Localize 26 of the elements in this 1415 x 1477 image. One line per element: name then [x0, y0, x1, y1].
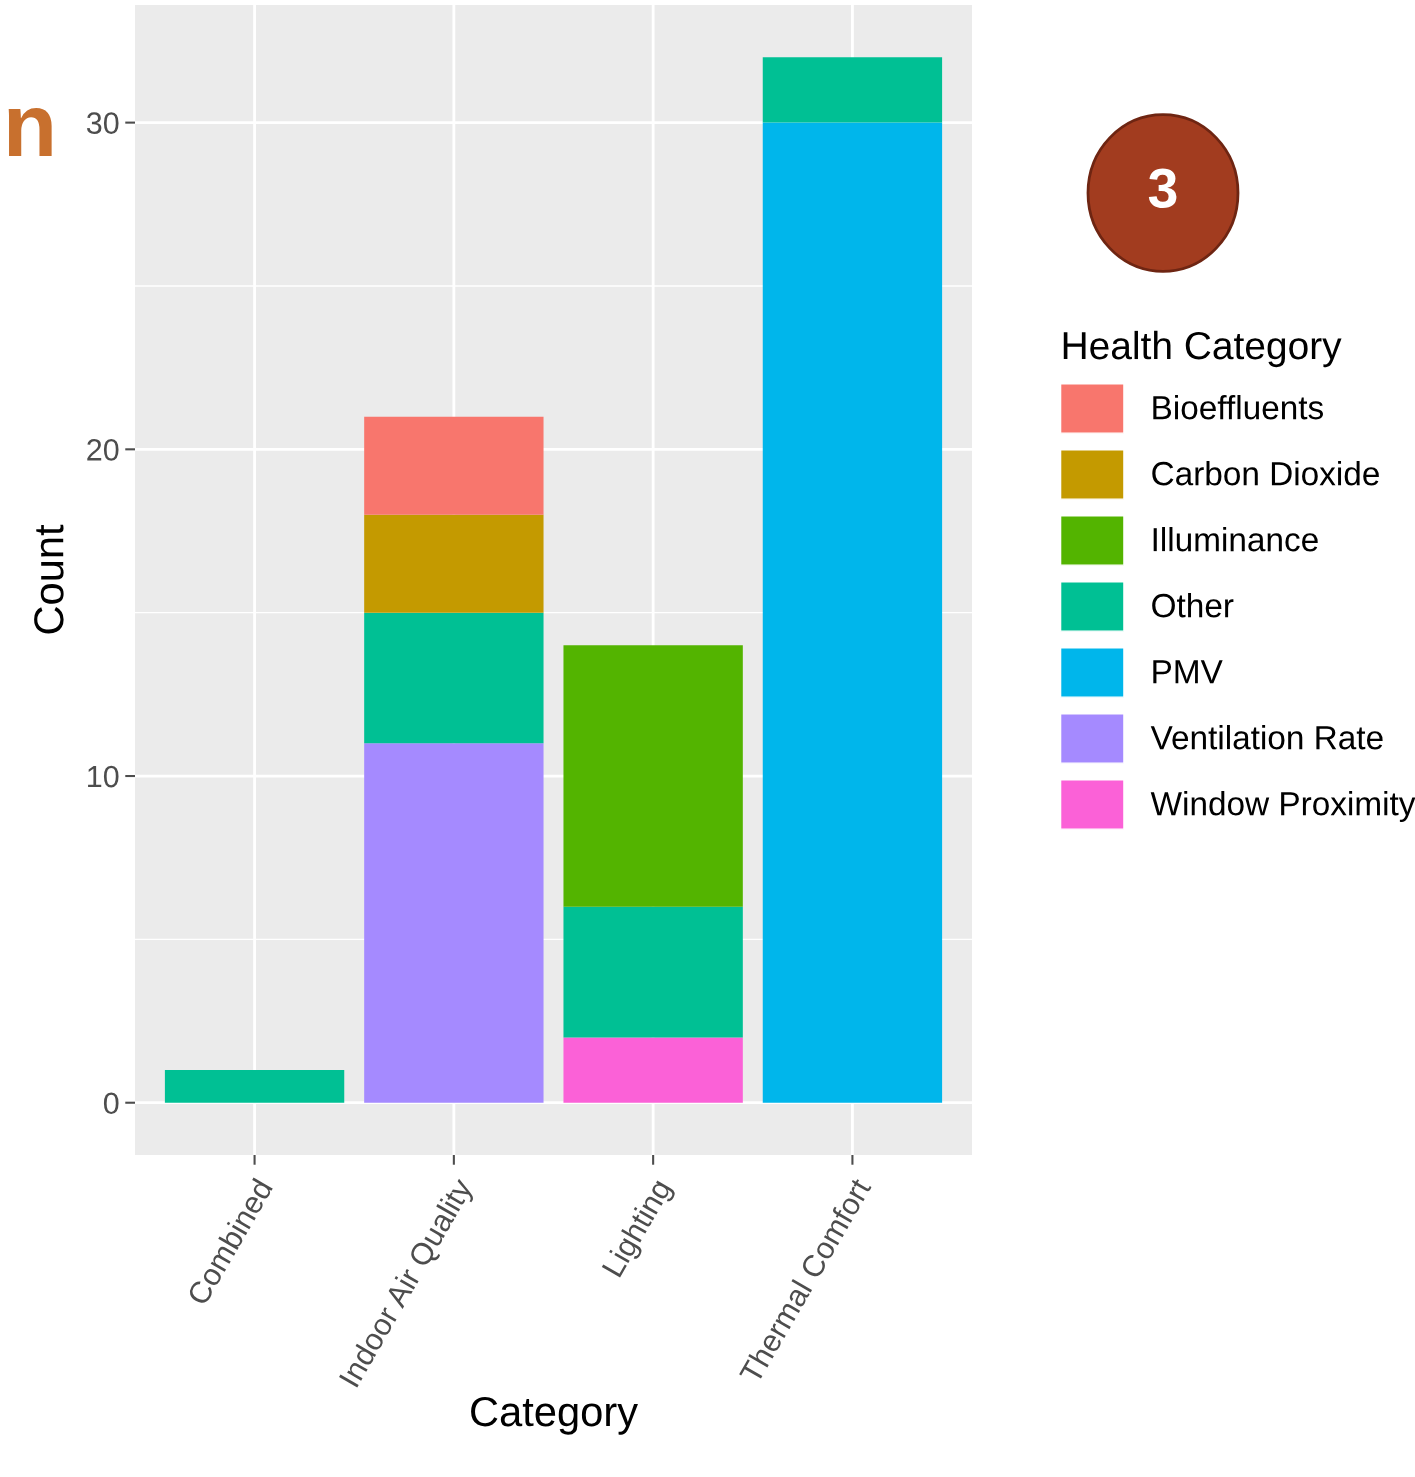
bar — [563, 906, 743, 1038]
bar — [364, 416, 544, 515]
bar — [164, 1070, 345, 1103]
bar — [762, 57, 943, 123]
y-tick-label: 30 — [86, 112, 119, 134]
legend-label: Carbon Dioxide — [1152, 460, 1379, 486]
legend-label: PMV — [1153, 660, 1223, 684]
x-axis-title: Category — [471, 1396, 638, 1435]
bar — [563, 1037, 743, 1103]
bar — [762, 122, 943, 1103]
y-tick-label: 20 — [87, 439, 119, 461]
bar — [364, 612, 544, 744]
bar — [364, 514, 544, 613]
y-tick-label: 10 — [88, 765, 119, 788]
legend-label: Ventilation Rate — [1150, 724, 1383, 750]
y-tick-label: 0 — [103, 1092, 119, 1115]
legend-label: Illuminance — [1153, 526, 1318, 552]
legend-label: Other — [1152, 592, 1234, 618]
bar — [364, 743, 544, 1103]
bar — [563, 645, 743, 907]
legend-label: Bioeffluents — [1153, 394, 1323, 420]
y-axis-title: Count — [34, 524, 64, 634]
legend-title: Health Category — [1063, 330, 1342, 368]
text: 3 — [1148, 168, 1177, 208]
legend-label: Window Proximity — [1150, 790, 1415, 823]
text: n — [8, 108, 52, 156]
